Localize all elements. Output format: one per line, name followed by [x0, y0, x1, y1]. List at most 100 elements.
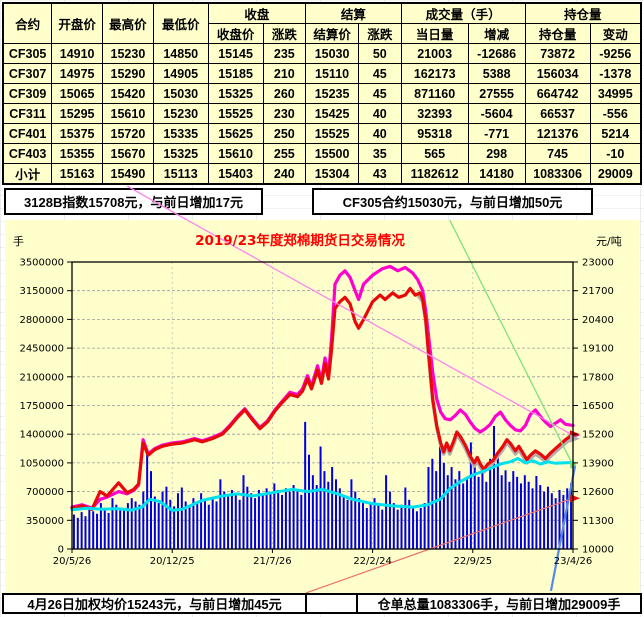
table-cell[interactable]: 15185: [207, 63, 264, 84]
cf305-info-box[interactable]: CF305合约15030元，与前日增加50元: [312, 188, 593, 215]
table-cell[interactable]: 15290: [102, 63, 154, 84]
weighted-average-box[interactable]: 4月26日加权均价15243元，与前日增加45元: [2, 593, 308, 614]
table-cell[interactable]: 14905: [152, 63, 209, 84]
table-cell[interactable]: 15230: [152, 103, 209, 124]
sub-header-settle-price[interactable]: 结算价: [305, 23, 359, 44]
table-cell[interactable]: 15295: [51, 103, 104, 124]
table-cell[interactable]: 240: [262, 163, 307, 185]
table-cell[interactable]: -1378: [589, 63, 642, 84]
sub-header-oi[interactable]: 持仓量: [524, 23, 591, 44]
table-cell[interactable]: CF309: [2, 83, 53, 104]
table-cell[interactable]: 15420: [102, 83, 154, 104]
table-cell[interactable]: 15065: [51, 83, 104, 104]
table-cell[interactable]: 66537: [524, 103, 591, 124]
table-cell[interactable]: 235: [262, 43, 307, 64]
table-cell[interactable]: -9256: [589, 43, 642, 64]
table-cell[interactable]: 14910: [51, 43, 104, 64]
table-cell[interactable]: 95318: [400, 123, 469, 144]
sub-header-close-change[interactable]: 涨跌: [262, 23, 307, 44]
index-info-box[interactable]: 3128B指数15708元，与前日增加17元: [4, 188, 263, 215]
group-header-settle[interactable]: 结算: [305, 2, 402, 24]
table-cell[interactable]: 15230: [102, 43, 154, 64]
table-cell[interactable]: 298: [467, 143, 526, 164]
table-cell[interactable]: 43: [357, 163, 402, 185]
table-cell[interactable]: 14180: [467, 163, 526, 185]
table-cell[interactable]: 15355: [51, 143, 104, 164]
table-cell[interactable]: CF403: [2, 143, 53, 164]
table-cell[interactable]: 15030: [305, 43, 359, 64]
table-cell[interactable]: 34995: [589, 83, 642, 104]
table-cell[interactable]: 14850: [152, 43, 209, 64]
table-cell[interactable]: 15325: [207, 83, 264, 104]
table-cell[interactable]: 15325: [152, 143, 209, 164]
table-cell[interactable]: 15525: [305, 123, 359, 144]
group-header-openinterest[interactable]: 持仓量: [524, 2, 642, 24]
table-cell[interactable]: 15304: [305, 163, 359, 185]
sub-header-settle-change[interactable]: 涨跌: [357, 23, 402, 44]
table-cell[interactable]: 15500: [305, 143, 359, 164]
table-cell[interactable]: 162173: [400, 63, 469, 84]
table-cell[interactable]: 15335: [152, 123, 209, 144]
table-cell[interactable]: 250: [262, 123, 307, 144]
table-cell[interactable]: 260: [262, 83, 307, 104]
table-cell[interactable]: CF307: [2, 63, 53, 84]
table-cell[interactable]: 15235: [305, 83, 359, 104]
group-header-close[interactable]: 收盘: [207, 2, 307, 24]
table-cell[interactable]: 565: [400, 143, 469, 164]
table-cell[interactable]: 32393: [400, 103, 469, 124]
table-cell[interactable]: 5214: [589, 123, 642, 144]
table-cell[interactable]: 156034: [524, 63, 591, 84]
table-cell[interactable]: -12686: [467, 43, 526, 64]
table-cell[interactable]: 小计: [2, 163, 53, 185]
table-cell[interactable]: 15610: [102, 103, 154, 124]
table-cell[interactable]: 15163: [51, 163, 104, 185]
table-cell[interactable]: CF305: [2, 43, 53, 64]
table-cell[interactable]: 45: [357, 83, 402, 104]
table-cell[interactable]: 5388: [467, 63, 526, 84]
sub-header-volume-change[interactable]: 增减: [467, 23, 526, 44]
table-cell[interactable]: 15403: [207, 163, 264, 185]
table-cell[interactable]: CF311: [2, 103, 53, 124]
chart[interactable]: 0 10000 350000 11300 700000 12600 1050000 13900…: [5, 220, 639, 593]
table-cell[interactable]: 40: [357, 103, 402, 124]
table-cell[interactable]: CF401: [2, 123, 53, 144]
table-cell[interactable]: 230: [262, 103, 307, 124]
table-cell[interactable]: 40: [357, 123, 402, 144]
table-cell[interactable]: 255: [262, 143, 307, 164]
table-cell[interactable]: 73872: [524, 43, 591, 64]
sub-header-day-volume[interactable]: 当日量: [400, 23, 469, 44]
group-header-volume[interactable]: 成交量（手）: [400, 2, 526, 24]
table-cell[interactable]: 15425: [305, 103, 359, 124]
warehouse-receipt-box[interactable]: 仓单总量1083306手，与前日增加29009手: [355, 593, 642, 614]
col-header-open[interactable]: 开盘价: [51, 2, 104, 44]
table-cell[interactable]: -771: [467, 123, 526, 144]
table-cell[interactable]: 27555: [467, 83, 526, 104]
table-cell[interactable]: 1083306: [524, 163, 591, 185]
sub-header-oi-change[interactable]: 变动: [589, 23, 642, 44]
table-cell[interactable]: 15030: [152, 83, 209, 104]
table-cell[interactable]: 15670: [102, 143, 154, 164]
table-cell[interactable]: 35: [357, 143, 402, 164]
table-cell[interactable]: 45: [357, 63, 402, 84]
table-cell[interactable]: 1182612: [400, 163, 469, 185]
table-cell[interactable]: 15110: [305, 63, 359, 84]
table-cell[interactable]: -10: [589, 143, 642, 164]
table-cell[interactable]: 15525: [207, 103, 264, 124]
table-cell[interactable]: 15625: [207, 123, 264, 144]
table-cell[interactable]: 871160: [400, 83, 469, 104]
table-cell[interactable]: 29009: [589, 163, 642, 185]
table-cell[interactable]: 745: [524, 143, 591, 164]
sub-header-close-price[interactable]: 收盘价: [207, 23, 264, 44]
table-cell[interactable]: 121376: [524, 123, 591, 144]
table-cell[interactable]: 15610: [207, 143, 264, 164]
col-header-low[interactable]: 最低价: [152, 2, 209, 44]
table-cell[interactable]: 15490: [102, 163, 154, 185]
table-cell[interactable]: 664742: [524, 83, 591, 104]
empty-cell-box[interactable]: [305, 593, 358, 614]
table-cell[interactable]: 15145: [207, 43, 264, 64]
table-cell[interactable]: 15113: [152, 163, 209, 185]
table-cell[interactable]: 15375: [51, 123, 104, 144]
table-cell[interactable]: 14975: [51, 63, 104, 84]
table-cell[interactable]: 210: [262, 63, 307, 84]
table-cell[interactable]: -5604: [467, 103, 526, 124]
